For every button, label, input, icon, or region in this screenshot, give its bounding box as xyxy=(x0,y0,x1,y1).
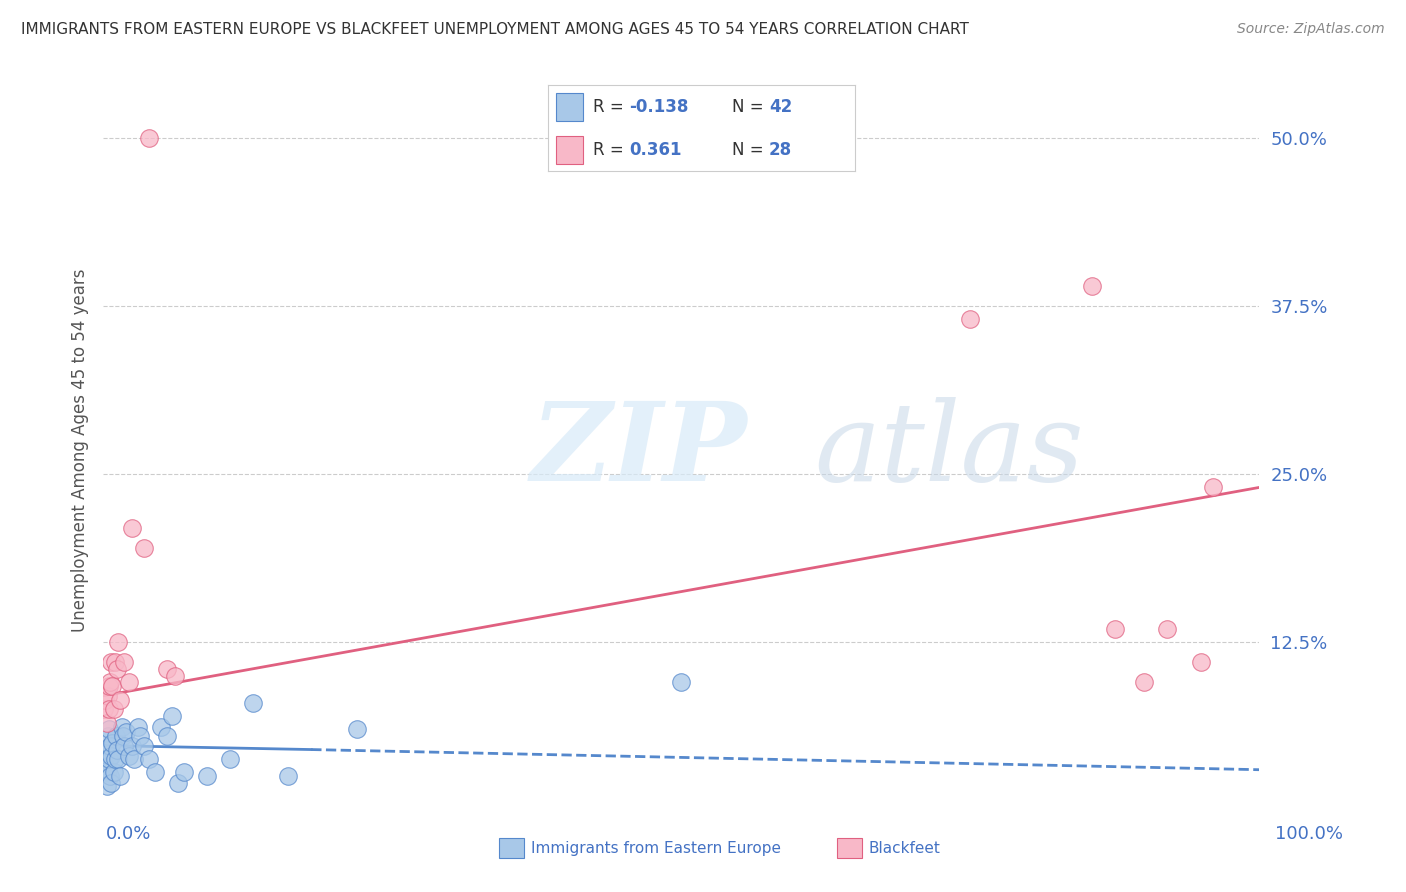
Point xyxy=(127,720,149,734)
Point xyxy=(1202,480,1225,494)
Point xyxy=(97,723,120,737)
Point xyxy=(112,739,135,753)
Point xyxy=(110,693,132,707)
Point xyxy=(138,752,160,766)
Point xyxy=(1191,655,1213,669)
Point xyxy=(167,776,190,790)
Point xyxy=(117,749,139,764)
Point xyxy=(143,765,166,780)
Text: IMMIGRANTS FROM EASTERN EUROPE VS BLACKFEET UNEMPLOYMENT AMONG AGES 45 TO 54 YEA: IMMIGRANTS FROM EASTERN EUROPE VS BLACKF… xyxy=(21,22,969,37)
Point xyxy=(100,655,122,669)
Text: atlas: atlas xyxy=(814,397,1084,504)
Point xyxy=(149,720,172,734)
Point xyxy=(669,675,692,690)
Text: Immigrants from Eastern Europe: Immigrants from Eastern Europe xyxy=(531,841,782,855)
Point xyxy=(97,752,120,766)
Point xyxy=(156,662,179,676)
Point xyxy=(105,662,128,676)
Text: 100.0%: 100.0% xyxy=(1275,825,1343,843)
Point xyxy=(93,756,115,770)
Point xyxy=(107,752,129,766)
Point xyxy=(101,736,124,750)
Point xyxy=(97,702,120,716)
Point xyxy=(162,709,184,723)
Text: Source: ZipAtlas.com: Source: ZipAtlas.com xyxy=(1237,22,1385,37)
Point xyxy=(1104,622,1126,636)
Point xyxy=(124,752,146,766)
Point xyxy=(173,765,195,780)
Point xyxy=(115,725,138,739)
Point xyxy=(111,720,134,734)
Point xyxy=(94,765,117,780)
Point xyxy=(97,689,120,703)
Point xyxy=(104,752,127,766)
Text: ZIP: ZIP xyxy=(531,397,748,504)
Point xyxy=(1132,675,1154,690)
Point xyxy=(104,655,127,669)
Point xyxy=(1080,278,1102,293)
Point xyxy=(107,635,129,649)
Point xyxy=(98,675,121,690)
Point xyxy=(346,723,368,737)
Point xyxy=(132,739,155,753)
Point xyxy=(98,739,121,753)
Point xyxy=(121,521,143,535)
Point xyxy=(103,765,125,780)
Point xyxy=(100,776,122,790)
Point xyxy=(93,702,115,716)
Point xyxy=(96,779,118,793)
Point xyxy=(97,763,120,777)
Point xyxy=(98,769,121,783)
Point xyxy=(97,679,120,693)
Point xyxy=(111,729,134,743)
Point xyxy=(1156,622,1178,636)
Point xyxy=(100,749,122,764)
Point xyxy=(156,729,179,743)
Point xyxy=(121,739,143,753)
Point xyxy=(104,729,127,743)
Point xyxy=(959,312,981,326)
Point xyxy=(277,769,299,783)
Point xyxy=(129,729,152,743)
Point xyxy=(132,541,155,555)
Point xyxy=(97,729,120,743)
Point xyxy=(219,752,242,766)
Point xyxy=(96,742,118,756)
Point xyxy=(163,668,186,682)
Point xyxy=(103,702,125,716)
Point xyxy=(101,679,124,693)
Text: Blackfeet: Blackfeet xyxy=(869,841,941,855)
Point xyxy=(112,655,135,669)
Point xyxy=(94,693,117,707)
Point xyxy=(242,696,264,710)
Point xyxy=(105,742,128,756)
Text: 0.0%: 0.0% xyxy=(105,825,150,843)
Point xyxy=(138,131,160,145)
Y-axis label: Unemployment Among Ages 45 to 54 years: Unemployment Among Ages 45 to 54 years xyxy=(72,268,89,632)
Point xyxy=(96,715,118,730)
Point xyxy=(195,769,218,783)
Point xyxy=(117,675,139,690)
Point xyxy=(110,769,132,783)
